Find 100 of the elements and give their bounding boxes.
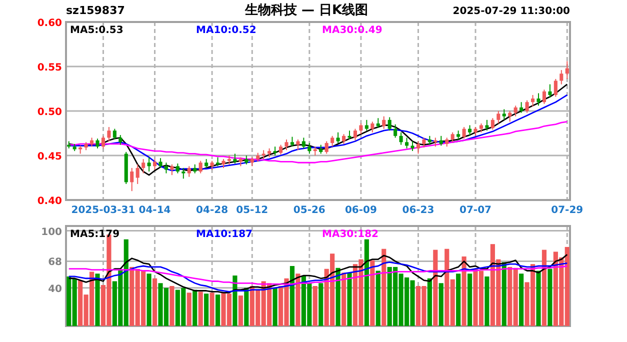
line-series: [68, 261, 568, 292]
x-tick-label: 07-29: [551, 205, 584, 216]
candlestick: [112, 128, 116, 140]
candlestick: [376, 118, 380, 128]
bar: [376, 270, 380, 326]
bar: [146, 274, 152, 326]
y-tick-label: 0.55: [37, 62, 62, 74]
bar: [312, 286, 318, 326]
bar: [318, 283, 324, 326]
candlestick: [118, 134, 122, 146]
bar: [456, 274, 461, 326]
x-tick-label: 04-14: [138, 205, 171, 216]
candlestick: [101, 135, 106, 149]
bar: [244, 288, 249, 326]
bar: [272, 288, 278, 326]
x-tick-label: 06-09: [344, 205, 377, 216]
bar: [502, 262, 506, 326]
candlestick: [330, 135, 334, 148]
bar: [336, 268, 340, 326]
line-series: [68, 254, 568, 294]
text: MA10:187: [196, 229, 253, 240]
x-tick-label: 05-26: [293, 205, 326, 216]
candlestick: [278, 144, 283, 156]
candlestick: [302, 137, 306, 149]
bar: [548, 268, 552, 326]
text: MA30:0.49: [322, 25, 382, 36]
candlestick: [520, 102, 524, 114]
chart-subtitle: sz159837: [66, 4, 125, 17]
bar: [192, 290, 198, 326]
y-tick-label: 0.50: [37, 107, 62, 118]
bar: [536, 270, 541, 326]
candlestick: [536, 92, 540, 106]
x-tick-label: 05-12: [236, 205, 268, 216]
bar: [467, 274, 472, 326]
candlestick: [450, 132, 454, 143]
bar: [170, 286, 174, 326]
y-tick-label: 68: [48, 257, 62, 268]
bar: [364, 239, 369, 326]
candlestick: [490, 118, 494, 130]
text: MA5:0.53: [70, 25, 124, 36]
candlestick: [359, 122, 363, 135]
candlestick: [468, 124, 472, 136]
y-tick-label: 100: [41, 226, 62, 238]
candlestick: [530, 94, 535, 108]
bar: [484, 276, 490, 326]
candlestick: [496, 110, 500, 124]
candlestick: [176, 163, 180, 174]
bar: [290, 266, 295, 326]
y-tick-label: 40: [48, 284, 62, 295]
candlestick: [284, 138, 288, 151]
y-tick-label: 0.60: [37, 18, 62, 29]
x-tick-label: 07-07: [460, 205, 492, 216]
bar: [152, 278, 158, 326]
text: MA5:179: [70, 229, 120, 240]
bar: [204, 294, 209, 326]
text: MA10:0.52: [196, 25, 256, 36]
bar: [95, 274, 100, 326]
candlestick: [364, 119, 368, 132]
candlestick: [422, 137, 426, 148]
bar: [232, 276, 238, 326]
y-tick-label: 0.45: [37, 152, 62, 162]
candlestick: [382, 116, 386, 130]
candlestick: [560, 70, 564, 85]
text: MA30:182: [322, 229, 379, 240]
bar: [433, 250, 438, 326]
bar: [427, 278, 432, 326]
bar: [519, 274, 524, 326]
candlestick: [290, 136, 294, 148]
line-series: [68, 120, 568, 164]
candlestick: [416, 140, 420, 154]
bar: [215, 294, 220, 326]
bar: [210, 292, 214, 326]
candlestick: [158, 158, 162, 168]
candlestick: [548, 84, 552, 98]
chart-title: 生物科技 — 日K线图: [244, 3, 368, 18]
bar: [198, 292, 203, 326]
candlestick: [296, 138, 300, 151]
bar: [438, 283, 444, 326]
x-tick-label: 2025-03-31: [71, 205, 136, 216]
line-series: [68, 265, 568, 285]
candlestick: [353, 128, 358, 141]
candlestick: [410, 140, 414, 152]
bar: [462, 256, 466, 326]
candlestick: [388, 116, 392, 132]
candlestick: [324, 140, 328, 154]
candlestick: [96, 138, 100, 149]
candlestick: [187, 166, 191, 178]
candlestick: [514, 105, 518, 117]
text: 2025-07-29 11:30:00: [452, 6, 570, 17]
candlestick: [370, 121, 374, 133]
candlestick: [502, 108, 506, 120]
candlestick: [182, 167, 186, 180]
candlestick: [485, 119, 489, 132]
candlestick: [130, 167, 134, 192]
bar: [382, 248, 386, 326]
candlestick: [508, 110, 512, 122]
bar: [341, 272, 346, 326]
bar: [542, 250, 547, 326]
candlestick: [107, 126, 111, 142]
candlestick: [152, 158, 157, 170]
